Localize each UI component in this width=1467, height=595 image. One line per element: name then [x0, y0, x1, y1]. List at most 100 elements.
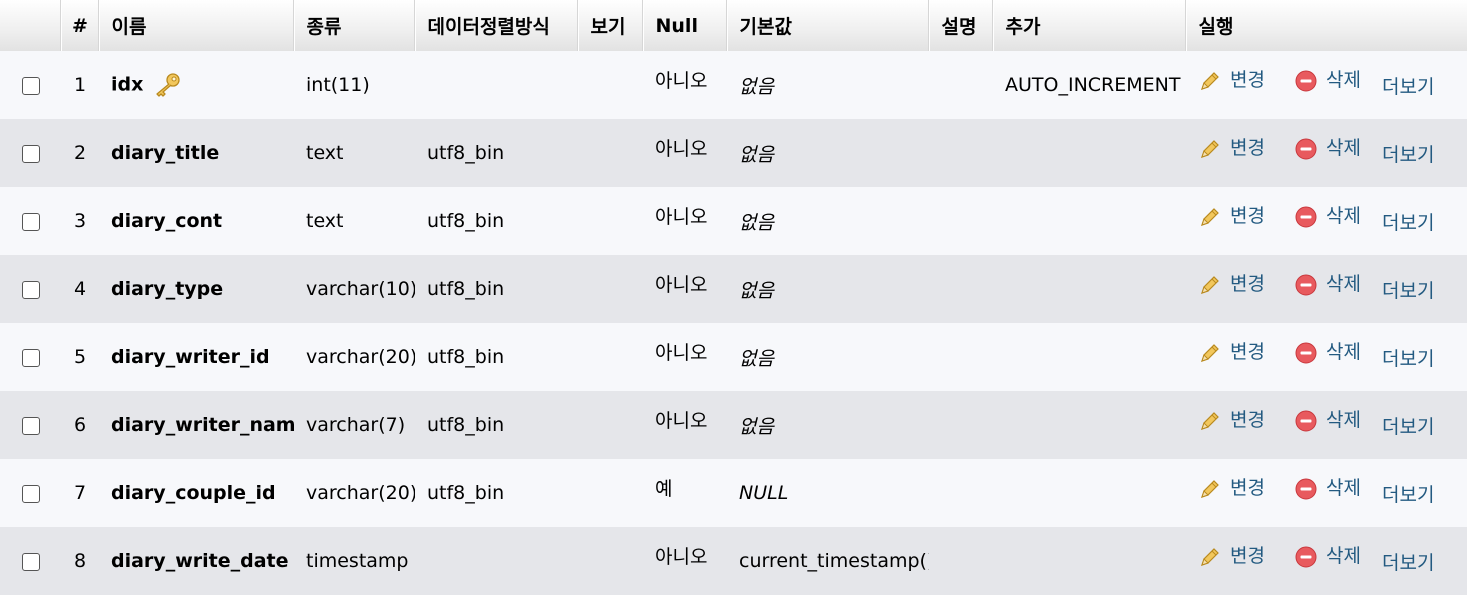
- drop-label: 삭제: [1326, 68, 1361, 91]
- pencil-icon: [1201, 344, 1219, 363]
- drop-button[interactable]: 삭제: [1294, 136, 1361, 163]
- change-button[interactable]: 변경: [1198, 408, 1265, 435]
- field-type: varchar(7): [306, 414, 406, 436]
- field-comment: [929, 391, 993, 459]
- change-label: 변경: [1230, 340, 1265, 363]
- change-label: 변경: [1230, 408, 1265, 431]
- drop-label: 삭제: [1326, 544, 1361, 567]
- field-attributes: [578, 527, 643, 595]
- change-cell: 변경: [1186, 51, 1282, 119]
- change-cell: 변경: [1186, 255, 1282, 323]
- more-cell: 더보기: [1382, 527, 1467, 595]
- row-number: 5: [73, 346, 87, 368]
- drop-button[interactable]: 삭제: [1294, 272, 1361, 299]
- change-label: 변경: [1230, 204, 1265, 227]
- more-button[interactable]: 더보기: [1382, 211, 1435, 234]
- field-type: timestamp: [306, 550, 409, 572]
- field-type: text: [306, 210, 344, 232]
- field-null: 아니오: [655, 341, 708, 364]
- field-name-cell: diary_writer_id: [99, 323, 294, 391]
- field-name: diary_title: [111, 142, 220, 164]
- drop-button[interactable]: 삭제: [1294, 204, 1361, 231]
- more-button[interactable]: 더보기: [1382, 347, 1435, 370]
- row-select-cell: [0, 187, 61, 255]
- header-name[interactable]: 이름: [99, 0, 295, 51]
- drop-label: 삭제: [1326, 136, 1361, 159]
- header-comment[interactable]: 설명: [929, 0, 994, 51]
- change-button[interactable]: 변경: [1198, 204, 1265, 231]
- field-default: 없음: [739, 347, 774, 370]
- more-cell: 더보기: [1382, 119, 1467, 187]
- drop-button[interactable]: 삭제: [1294, 544, 1361, 571]
- drop-button[interactable]: 삭제: [1294, 408, 1361, 435]
- row-checkbox[interactable]: [21, 212, 40, 231]
- row-checkbox[interactable]: [21, 484, 40, 503]
- row-checkbox[interactable]: [21, 348, 40, 367]
- change-button[interactable]: 변경: [1198, 476, 1265, 503]
- change-button[interactable]: 변경: [1198, 136, 1265, 163]
- change-cell: 변경: [1186, 459, 1282, 527]
- row-number: 1: [73, 74, 87, 96]
- drop-icon: [1295, 138, 1317, 160]
- more-button[interactable]: 더보기: [1382, 143, 1435, 166]
- drop-icon: [1295, 274, 1317, 296]
- table-row: 2 diary_title text utf8_bin 아니오 없음 변경: [0, 119, 1467, 187]
- drop-cell: 삭제: [1282, 51, 1382, 119]
- header-extra[interactable]: 추가: [993, 0, 1187, 51]
- header-type[interactable]: 종류: [294, 0, 416, 51]
- change-button[interactable]: 변경: [1198, 68, 1265, 95]
- more-button[interactable]: 더보기: [1382, 483, 1435, 506]
- drop-cell: 삭제: [1282, 459, 1382, 527]
- field-comment: [929, 187, 993, 255]
- field-name-cell: diary_title: [99, 119, 294, 187]
- header-default[interactable]: 기본값: [727, 0, 930, 51]
- field-null: 아니오: [655, 545, 708, 568]
- field-null-cell: 아니오: [643, 119, 727, 187]
- more-button[interactable]: 더보기: [1382, 415, 1435, 438]
- pencil-icon: [1201, 140, 1219, 159]
- row-checkbox[interactable]: [21, 76, 40, 95]
- field-null: 아니오: [655, 273, 708, 296]
- change-label: 변경: [1230, 476, 1265, 499]
- drop-icon: [1295, 342, 1317, 364]
- field-attributes: [578, 51, 643, 119]
- header-collation[interactable]: 데이터정렬방식: [415, 0, 579, 51]
- change-button[interactable]: 변경: [1198, 340, 1265, 367]
- more-button[interactable]: 더보기: [1382, 279, 1435, 302]
- field-comment: [929, 323, 993, 391]
- drop-icon: [1295, 70, 1317, 92]
- field-attributes: [578, 255, 643, 323]
- row-checkbox[interactable]: [21, 280, 40, 299]
- more-cell: 더보기: [1382, 255, 1467, 323]
- change-button[interactable]: 변경: [1198, 544, 1265, 571]
- field-type: varchar(10): [306, 278, 415, 300]
- row-checkbox[interactable]: [21, 416, 40, 435]
- field-name-cell: diary_couple_id: [99, 459, 294, 527]
- more-button[interactable]: 더보기: [1382, 551, 1435, 574]
- drop-button[interactable]: 삭제: [1294, 68, 1361, 95]
- change-label: 변경: [1230, 272, 1265, 295]
- header-null[interactable]: Null: [643, 0, 728, 51]
- field-name-cell: diary_type: [99, 255, 294, 323]
- header-row: # 이름 종류 데이터정렬방식 보기 Null 기본값 설명 추가 실행: [0, 0, 1467, 51]
- more-cell: 더보기: [1382, 323, 1467, 391]
- row-select-cell: [0, 119, 61, 187]
- change-button[interactable]: 변경: [1198, 272, 1265, 299]
- change-cell: 변경: [1186, 323, 1282, 391]
- drop-icon: [1295, 206, 1317, 228]
- field-comment: [929, 119, 993, 187]
- row-checkbox[interactable]: [21, 144, 40, 163]
- field-default: current_timestamp(): [739, 550, 929, 572]
- row-select-cell: [0, 255, 61, 323]
- primary-key-icon: [156, 73, 181, 97]
- drop-button[interactable]: 삭제: [1294, 476, 1361, 503]
- drop-cell: 삭제: [1282, 187, 1382, 255]
- more-button[interactable]: 더보기: [1382, 75, 1435, 98]
- drop-button[interactable]: 삭제: [1294, 340, 1361, 367]
- header-attributes[interactable]: 보기: [578, 0, 644, 51]
- header-hash[interactable]: #: [61, 0, 100, 51]
- header-action: 실행: [1186, 0, 1467, 51]
- field-attributes: [578, 459, 643, 527]
- pencil-icon: [1201, 276, 1219, 295]
- row-checkbox[interactable]: [21, 552, 40, 571]
